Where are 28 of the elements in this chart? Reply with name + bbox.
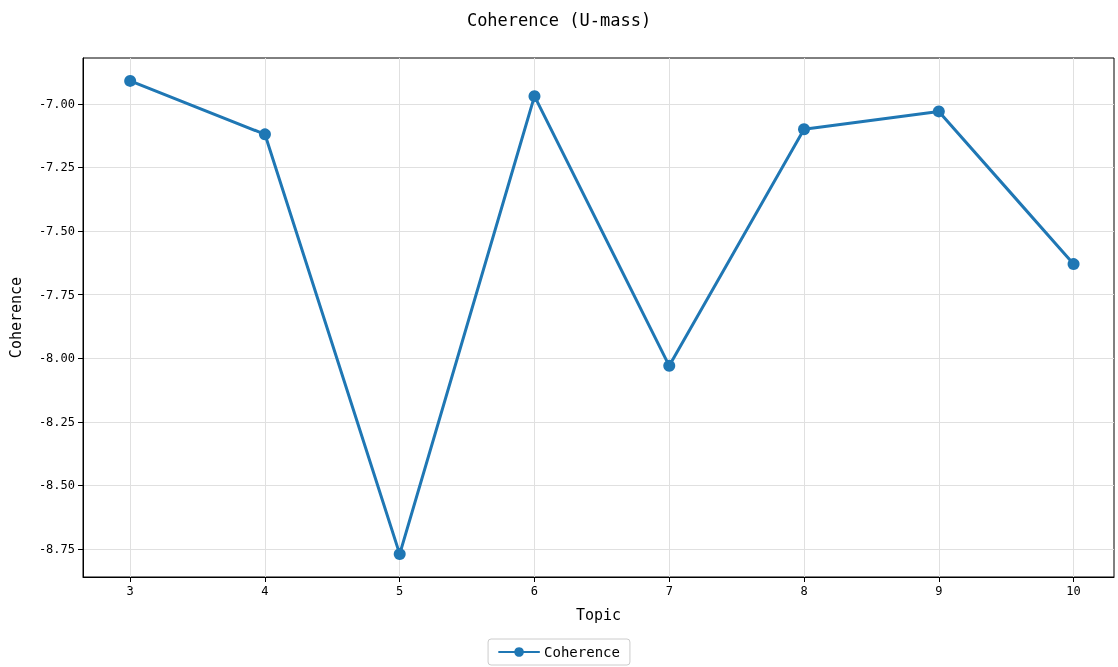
chart-title: Coherence (U-mass): [466, 9, 652, 30]
y-tick-label: -7.50: [38, 224, 75, 238]
point: [124, 74, 137, 87]
point: [258, 128, 271, 141]
x-tick-label: 5: [396, 584, 404, 598]
x-tick-label: 4: [261, 584, 269, 598]
x-tick-label: 7: [665, 584, 673, 598]
y-tick-label: -8.25: [38, 414, 75, 429]
y-tick-label: -8.75: [38, 542, 75, 557]
y-tick-label: -7.75: [38, 287, 75, 302]
point: [798, 123, 811, 136]
point: [932, 105, 945, 118]
point: [1067, 258, 1080, 271]
y-tick-label: -7.25: [38, 160, 75, 175]
x-tick-label: 9: [935, 584, 943, 598]
x-tick-label: 10: [1066, 584, 1081, 598]
point: [528, 90, 541, 103]
y-tick-label: -8.50: [38, 478, 75, 493]
x-tick-label: 8: [800, 584, 808, 598]
y-tick-label: -8.00: [38, 351, 75, 366]
x-axis-title: Topic: [575, 605, 622, 624]
point: [393, 548, 406, 561]
y-axis-title: Coherence: [6, 276, 25, 359]
x-tick-label: 3: [126, 584, 134, 598]
point: [663, 359, 676, 372]
x-tick-label: 6: [530, 584, 539, 598]
y-tick-label: -7.00: [38, 96, 75, 111]
legend-label: Coherence: [544, 644, 620, 660]
